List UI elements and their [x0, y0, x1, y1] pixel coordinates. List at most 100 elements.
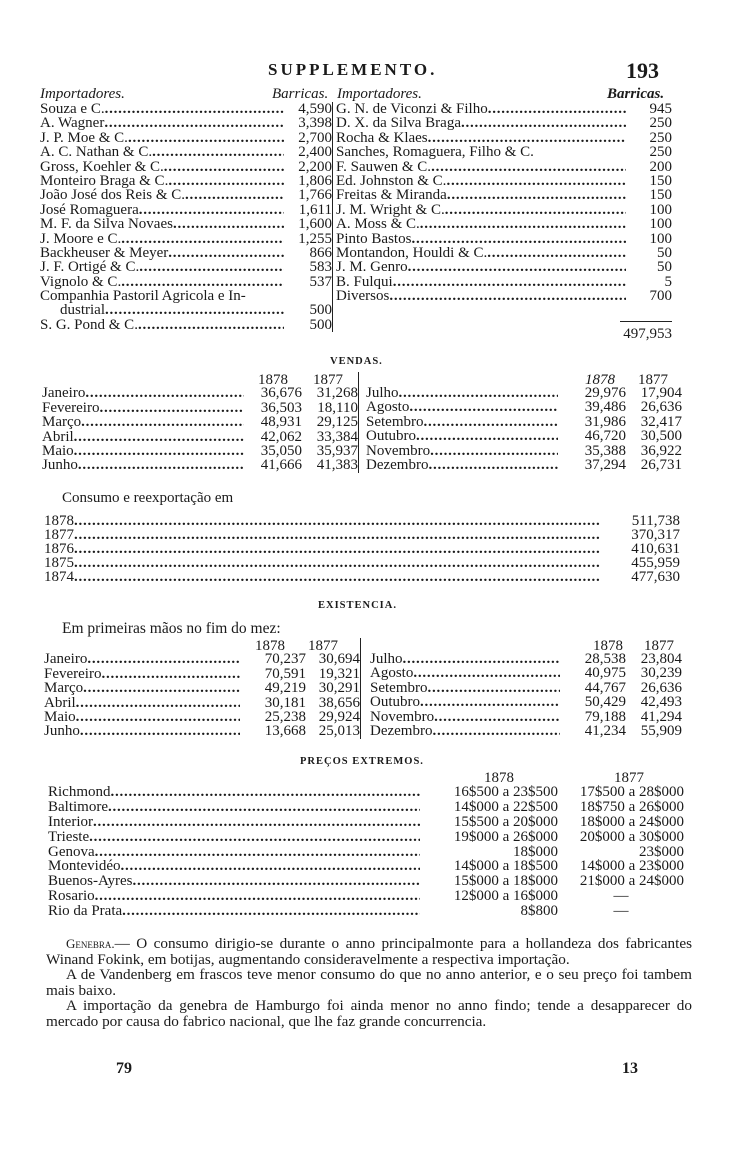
- importer-name-text: Freitas & Miranda: [336, 188, 447, 203]
- importer-name: J. Moore e C.: [40, 232, 284, 246]
- month-text: Agosto: [370, 666, 414, 681]
- vendas-right-table: Julho29,97617,904Agosto39,48626,636Setem…: [366, 385, 682, 473]
- existencia-row: Julho 28,538 23,804: [370, 651, 682, 667]
- year: 1874: [44, 570, 600, 584]
- importer-name-text: A. Moss & C.: [336, 217, 420, 232]
- importer-qty: 700: [649, 288, 673, 305]
- month-text: Janeiro: [44, 652, 88, 667]
- existencia-row: Maio 25,238 29,924: [44, 709, 360, 725]
- origin: Trieste: [48, 830, 420, 845]
- importer-name: Sanches, Romaguera, Filho & C.: [336, 145, 626, 159]
- month: Outubro: [366, 429, 558, 443]
- value-1877: 23,804: [640, 651, 682, 667]
- existencia-left-table: Janeiro 70,237 30,694 Fevereiro 70,591 19,321…: [44, 638, 361, 739]
- importer-row: J. Moore e C. 1,255: [40, 231, 332, 246]
- paragraph-1: Genebra.— O consumo dirigio-se durante o…: [46, 936, 692, 967]
- month-text: Março: [42, 415, 82, 430]
- origin-text: Rosario: [48, 889, 95, 905]
- importer-qty: 1,600: [298, 216, 332, 233]
- value-1877: 36,922: [640, 442, 682, 459]
- importer-name-text: Pinto Bastos: [336, 231, 412, 246]
- value-1877: 38,656: [318, 694, 360, 711]
- price-1878: 15$000 a 18$000: [453, 873, 558, 890]
- page-number: 193: [626, 58, 659, 83]
- month-text: Outubro: [366, 429, 416, 444]
- value-1878: 46,720: [584, 428, 626, 445]
- month: Setembro: [370, 681, 560, 695]
- importer-name: J. F. Ortigé & C.: [40, 260, 284, 274]
- value: 410,631: [631, 541, 680, 557]
- importer-name: Ed. Johnston & C.: [336, 174, 626, 188]
- origin: Baltimore: [48, 800, 420, 815]
- importer-name-text: J. M. Wright & C.: [336, 202, 445, 218]
- importer-name-text: Ed. Johnston & C.: [336, 173, 447, 189]
- importer-name: Companhia Pastoril Agricola e In-: [40, 289, 284, 303]
- value-1877: 41,294: [640, 708, 682, 725]
- year: 1876: [44, 542, 600, 556]
- price-1877: —: [613, 903, 629, 920]
- importer-row: Pinto Bastos 100: [336, 231, 672, 246]
- origin: Genova: [48, 845, 420, 860]
- consumo-row: 1875 455,959: [44, 556, 680, 571]
- importer-qty: 100: [649, 201, 673, 218]
- month: Setembro: [366, 415, 558, 429]
- origin-text: Genova: [48, 844, 95, 860]
- importer-row: J. M. Wright & C. 100: [336, 201, 673, 218]
- importer-qty: 500: [309, 302, 333, 319]
- importer-qty: 250: [649, 144, 673, 161]
- price-1878: 14$000 a 18$500: [453, 858, 558, 875]
- vendas-row: Abril 42,062 33,384: [42, 429, 358, 444]
- signature-mark-left: 79: [116, 1060, 132, 1077]
- year-text: 1874: [44, 570, 74, 584]
- importer-name: João José dos Reis & C.: [40, 188, 284, 202]
- value-1878: 49,219: [264, 680, 306, 697]
- month: Fevereiro: [42, 401, 244, 415]
- importer-row: Montandon, Houldi & C. 50: [336, 245, 672, 261]
- month-text: Dezembro: [366, 457, 429, 473]
- importer-qty: 945: [649, 101, 673, 117]
- value-1878: 50,429: [584, 694, 626, 711]
- value-1877: 25,013: [318, 723, 360, 740]
- vendas-left-table: Janeiro 36,676 31,268 Fevereiro 36,503 18,110…: [42, 372, 359, 473]
- importer-name-text: Montandon, Houldi & C.: [336, 245, 488, 261]
- price-1878: 14$000 a 22$500: [453, 798, 558, 815]
- origin: Montevidéo: [48, 859, 420, 874]
- month: Agosto: [366, 400, 558, 414]
- month-text: Maio: [44, 709, 76, 725]
- price-1878: 15$500 a 20$000: [453, 813, 558, 830]
- year-text: 1876: [44, 542, 74, 556]
- price-1878: 8$800: [520, 903, 559, 920]
- origin-text: Richmond: [48, 785, 111, 800]
- importer-row: A. C. Nathan & C. 2,400: [40, 144, 332, 159]
- existencia-row: Abril 30,181 38,656: [44, 694, 360, 711]
- existencia-row: Fevereiro 70,591 19,321: [44, 666, 360, 682]
- value: 370,317: [631, 527, 680, 543]
- origin: Rio da Prata: [48, 904, 420, 919]
- signature-mark-right: 13: [622, 1060, 638, 1077]
- month: Janeiro: [42, 386, 244, 400]
- month: Junho: [42, 458, 244, 472]
- paragraph-2: A de Vandenberg em frascos teve menor co…: [46, 966, 692, 999]
- importer-name: Pinto Bastos: [336, 232, 626, 246]
- value-1878: 30,181: [264, 694, 306, 711]
- vendas-right-year-1878: 1878: [585, 372, 615, 388]
- importer-qty: 5: [664, 273, 673, 290]
- value-1877: 30,239: [640, 665, 682, 682]
- existencia-row: Outubro 50,429 42,493: [370, 694, 682, 711]
- value-1878: 28,538: [584, 651, 626, 667]
- importer-name-text: Backheuser & Meyer: [40, 245, 169, 261]
- precos-year-1877: 1877: [614, 770, 644, 786]
- importer-name-text: J. P. Moe & C.: [40, 130, 128, 146]
- value-1877: 26,636: [640, 399, 682, 416]
- value-1877: 35,937: [316, 442, 358, 459]
- vendas-row: Novembro 35,388 36,922: [366, 442, 682, 459]
- vendas-row: Junho 41,666 41,383: [42, 458, 358, 473]
- importer-name-text: B. Fulqui: [336, 274, 393, 290]
- importer-qty: 150: [649, 187, 673, 204]
- importer-qty: 500: [309, 316, 333, 333]
- existencia-right-year-1877: 1877: [644, 638, 674, 654]
- precos-row: Interior 15$500 a 20$000 18$000 a 24$000: [48, 813, 684, 830]
- month-text: Fevereiro: [44, 666, 102, 682]
- importer-row: Souza e C. 4,590: [40, 101, 332, 116]
